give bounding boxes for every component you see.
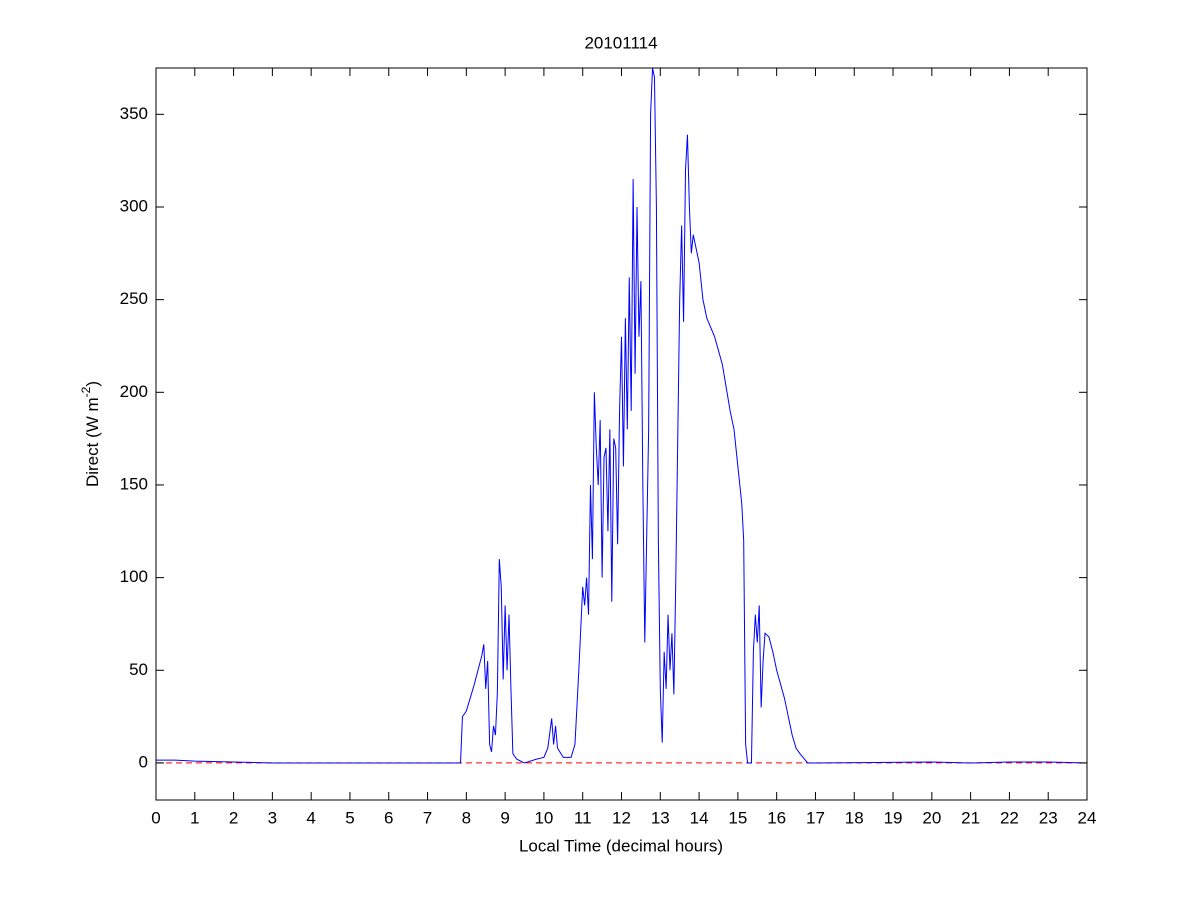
x-tick-label: 21 (961, 808, 980, 827)
y-axis-label: Direct (W m-2) (79, 381, 102, 487)
x-tick-label: 9 (500, 808, 509, 827)
x-tick-label: 24 (1078, 808, 1097, 827)
y-axis-label-text: Direct (W m (83, 397, 102, 487)
x-tick-label: 17 (806, 808, 825, 827)
x-tick-label: 4 (306, 808, 315, 827)
x-tick-label: 2 (229, 808, 238, 827)
y-tick-label: 250 (120, 289, 148, 308)
x-tick-label: 22 (1000, 808, 1019, 827)
chart-title: 20101114 (584, 33, 657, 52)
y-axis-label-tail: ) (83, 381, 102, 387)
y-tick-label: 350 (120, 104, 148, 123)
y-tick-label: 200 (120, 382, 148, 401)
x-tick-label: 10 (534, 808, 553, 827)
x-tick-label: 18 (845, 808, 864, 827)
y-axis-label-sup: -2 (79, 386, 93, 397)
plot-area (156, 68, 1087, 764)
x-tick-label: 8 (462, 808, 471, 827)
y-tick-label: 150 (120, 474, 148, 493)
y-tick-label: 50 (129, 660, 148, 679)
x-tick-label: 5 (345, 808, 354, 827)
x-tick-label: 7 (423, 808, 432, 827)
x-tick-label: 12 (612, 808, 631, 827)
x-tick-label: 13 (651, 808, 670, 827)
x-tick-label: 15 (728, 808, 747, 827)
x-tick-label: 1 (190, 808, 199, 827)
x-tick-label: 20 (922, 808, 941, 827)
x-axis-label: Local Time (decimal hours) (519, 836, 723, 855)
y-tick-label: 300 (120, 196, 148, 215)
x-tick-label: 16 (767, 808, 786, 827)
y-tick-label: 100 (120, 567, 148, 586)
x-tick-label: 3 (268, 808, 277, 827)
data-line (156, 68, 1087, 764)
y-tick-label: 0 (139, 752, 148, 771)
x-tick-label: 0 (151, 808, 160, 827)
x-tick-label: 14 (690, 808, 709, 827)
x-tick-label: 11 (574, 808, 592, 827)
x-tick-label: 6 (384, 808, 393, 827)
x-tick-label: 23 (1039, 808, 1058, 827)
x-tick-label: 19 (884, 808, 903, 827)
